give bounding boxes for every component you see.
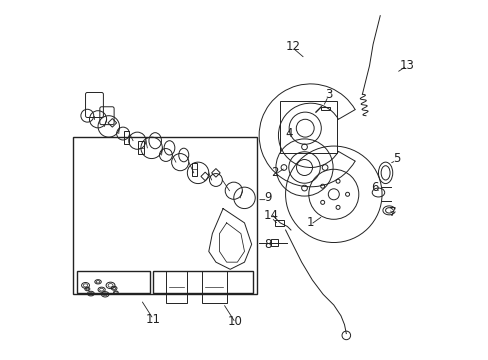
Bar: [153, 271, 253, 293]
Text: 11: 11: [145, 313, 161, 326]
Bar: [274, 220, 283, 226]
Text: 14: 14: [263, 209, 278, 222]
Text: 5: 5: [392, 152, 399, 165]
Text: 7: 7: [388, 206, 396, 219]
Text: 10: 10: [228, 315, 243, 328]
Text: 13: 13: [399, 59, 414, 72]
Bar: [201, 271, 226, 303]
Text: 6: 6: [370, 181, 378, 194]
Bar: [138, 141, 143, 154]
Text: 12: 12: [285, 40, 300, 53]
Text: 9: 9: [264, 192, 271, 204]
Bar: [73, 137, 257, 294]
Bar: [165, 271, 187, 303]
Bar: [77, 271, 149, 293]
Bar: [271, 239, 277, 246]
Text: 3: 3: [324, 88, 331, 101]
Bar: [123, 131, 129, 144]
Text: 4: 4: [285, 127, 292, 140]
Text: 2: 2: [270, 166, 278, 179]
Text: 1: 1: [306, 216, 314, 229]
Text: 8: 8: [264, 238, 271, 251]
Bar: [191, 163, 197, 176]
Bar: [280, 102, 337, 153]
Bar: [321, 107, 329, 111]
